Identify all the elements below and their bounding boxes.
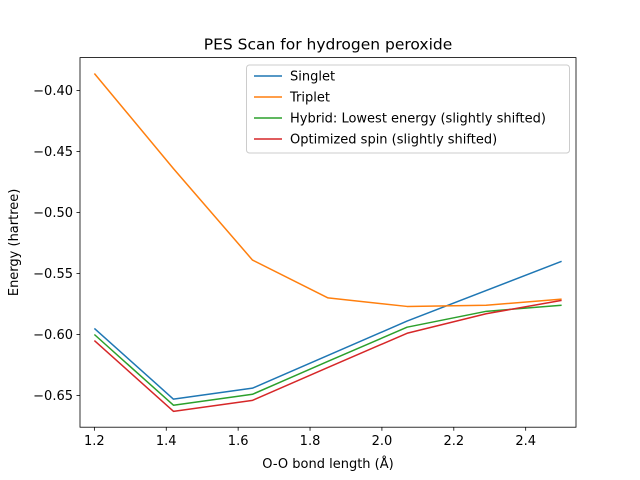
legend-label-triplet: Triplet	[289, 91, 330, 106]
legend-label-optimized: Optimized spin (slightly shifted)	[290, 133, 497, 148]
y-tick-label: −0.55	[33, 267, 73, 282]
y-tick-label: −0.60	[33, 328, 73, 343]
y-axis-label: Energy (hartree)	[7, 189, 22, 297]
x-axis-label: O-O bond length (Å)	[262, 456, 393, 472]
x-tick-label: 2.0	[372, 434, 393, 449]
y-tick-label: −0.45	[33, 145, 73, 160]
legend-label-hybrid: Hybrid: Lowest energy (slightly shifted)	[290, 112, 546, 127]
x-tick-label: 1.6	[228, 434, 249, 449]
plot-frame	[79, 57, 577, 428]
series-line-2	[93, 304, 562, 406]
y-tick-label: −0.65	[33, 389, 73, 404]
x-axis-ticks: 1.2 1.4 1.6 1.8 2.0 2.2 2.4	[84, 427, 536, 449]
x-tick-label: 1.8	[300, 434, 321, 449]
x-tick-label: 1.2	[84, 434, 105, 449]
legend-label-singlet: Singlet	[290, 70, 335, 85]
series-line-0	[93, 260, 562, 400]
series-layer	[93, 72, 562, 413]
chart-title: PES Scan for hydrogen peroxide	[204, 36, 453, 54]
x-tick-label: 1.4	[156, 434, 177, 449]
y-axis-ticks: −0.40 −0.45 −0.50 −0.55 −0.60 −0.65	[33, 84, 80, 404]
x-tick-label: 2.4	[515, 434, 536, 449]
x-tick-label: 2.2	[443, 434, 464, 449]
legend-frame	[246, 64, 570, 154]
legend: Singlet Triplet Hybrid: Lowest energy (s…	[246, 64, 570, 154]
series-line-1	[93, 72, 562, 308]
y-tick-label: −0.40	[33, 84, 73, 99]
y-tick-label: −0.50	[33, 206, 73, 221]
series-line-3	[93, 299, 562, 413]
